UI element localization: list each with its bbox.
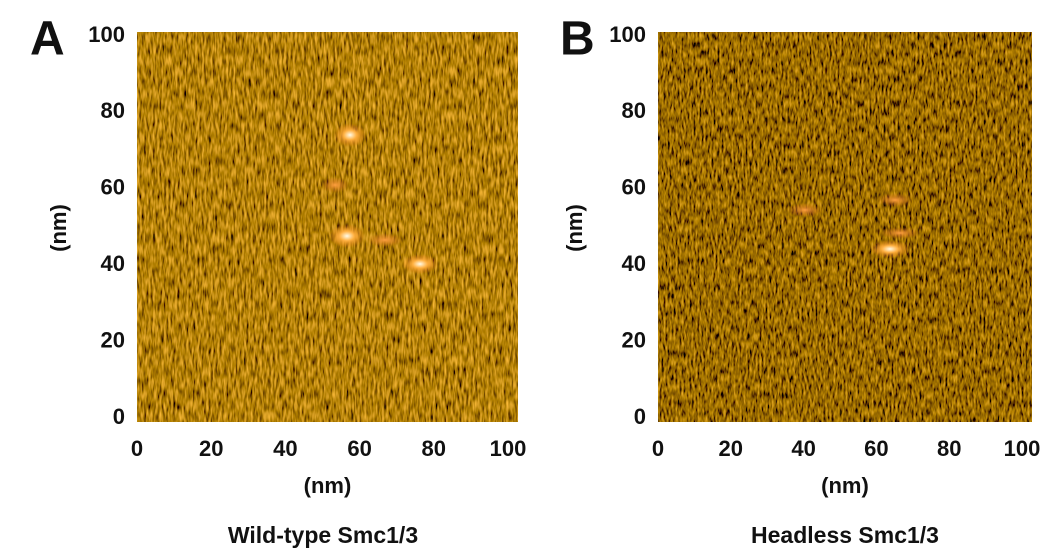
panel-label: A (30, 13, 65, 66)
x-tick-label: 100 (490, 436, 527, 461)
x-tick-label: 20 (719, 436, 743, 461)
y-tick-label: 60 (622, 175, 646, 200)
x-axis-label: (nm) (304, 473, 352, 498)
y-tick-label: 40 (622, 251, 646, 276)
caption: Wild-type Smc1/3 (228, 522, 418, 548)
y-axis-label: (nm) (562, 204, 587, 252)
x-tick-label: 0 (131, 436, 143, 461)
x-tick-label: 80 (422, 436, 446, 461)
y-tick-label: 60 (101, 175, 125, 200)
x-tick-label: 0 (652, 436, 664, 461)
y-tick-label: 80 (101, 98, 125, 123)
x-tick-label: 60 (347, 436, 371, 461)
y-tick-label: 20 (622, 327, 646, 352)
y-tick-label: 100 (88, 22, 125, 47)
caption: Headless Smc1/3 (751, 522, 939, 548)
x-tick-label: 100 (1004, 436, 1041, 461)
x-tick-label: 60 (864, 436, 888, 461)
y-axis-label: (nm) (46, 204, 71, 252)
x-tick-label: 40 (273, 436, 297, 461)
y-tick-label: 40 (101, 251, 125, 276)
afm-image (137, 32, 518, 422)
x-axis-label: (nm) (821, 473, 869, 498)
x-tick-label: 40 (791, 436, 815, 461)
y-tick-label: 20 (101, 327, 125, 352)
x-tick-label: 80 (937, 436, 961, 461)
y-tick-label: 0 (634, 404, 646, 429)
y-tick-label: 100 (609, 22, 646, 47)
afm-image (658, 32, 1032, 422)
y-tick-label: 0 (113, 404, 125, 429)
x-tick-label: 20 (199, 436, 223, 461)
panel-label: B (560, 13, 595, 66)
y-tick-label: 80 (622, 98, 646, 123)
